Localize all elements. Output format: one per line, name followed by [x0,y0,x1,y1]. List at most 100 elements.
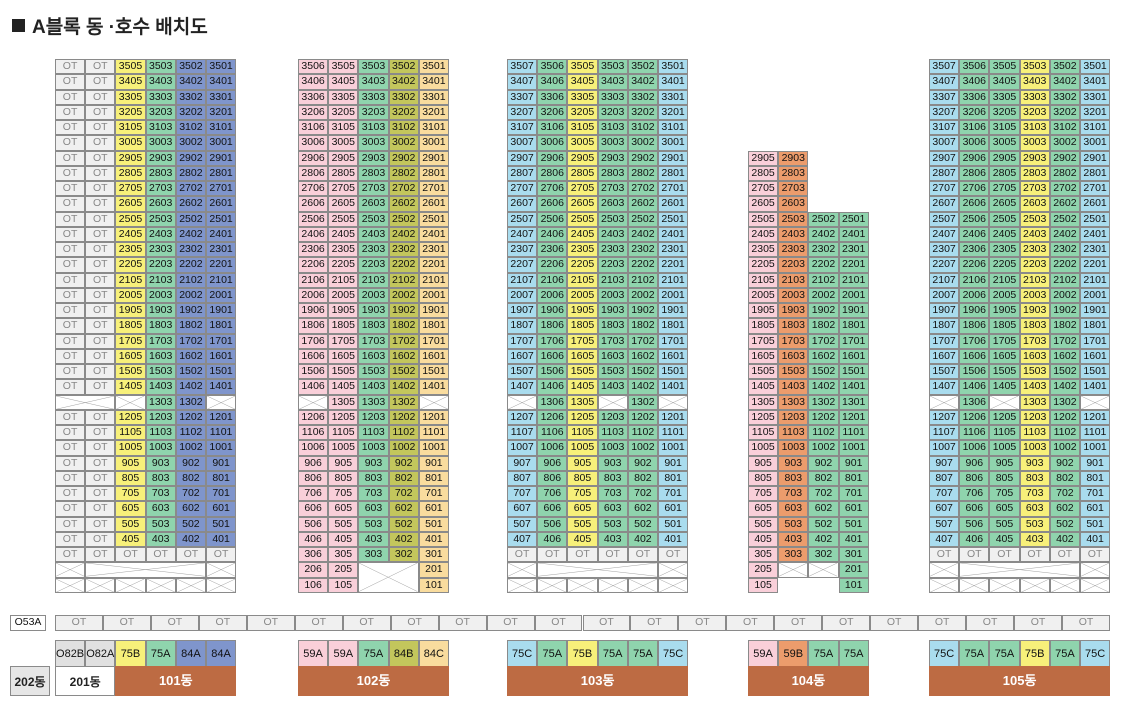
unit-cell[interactable]: 2901 [1080,150,1111,166]
unit-cell[interactable]: 1702 [1049,333,1080,349]
unit-cell[interactable]: 2401 [418,226,449,242]
unit-cell[interactable]: 502 [627,516,658,532]
unit-cell[interactable]: 2901 [206,150,237,166]
ot-unit-cell[interactable]: OT [55,425,86,441]
unit-cell[interactable]: 2906 [959,150,990,166]
unit-cell[interactable]: 1402 [627,379,658,395]
unit-cell[interactable]: 2102 [388,272,419,288]
unit-cell[interactable]: 605 [115,501,146,517]
unit-cell[interactable]: 2703 [358,181,389,197]
unit-cell[interactable]: 2906 [537,150,568,166]
unit-cell[interactable]: 2901 [418,150,449,166]
ot-unit-cell[interactable]: OT [85,486,116,502]
unit-cell[interactable]: 1102 [808,425,839,441]
unit-cell[interactable]: 2605 [328,196,359,212]
unit-cell[interactable]: 402 [808,531,839,547]
unit-cell[interactable]: 1103 [145,425,176,441]
unit-cell[interactable]: 703 [1019,486,1050,502]
unit-cell[interactable]: 2103 [145,272,176,288]
unit-cell[interactable]: 1705 [748,333,779,349]
unit-cell[interactable]: 1505 [567,364,598,380]
unit-cell[interactable]: 3105 [115,120,146,136]
unit-cell[interactable]: 2803 [145,165,176,181]
unit-cell[interactable]: 2703 [778,181,809,197]
unit-cell[interactable]: 1105 [115,425,146,441]
unit-cell[interactable]: 2305 [748,242,779,258]
ot-unit-cell[interactable]: OT [85,59,116,75]
unit-cell[interactable]: 1505 [748,364,779,380]
unit-cell[interactable]: 101 [418,577,449,593]
unit-cell[interactable]: 3302 [627,89,658,105]
ot-officetel-cell[interactable]: OT [918,615,967,631]
unit-cell[interactable]: 1803 [778,318,809,334]
unit-cell[interactable]: 803 [1019,470,1050,486]
ot-unit-cell[interactable]: OT [55,333,86,349]
unit-cell[interactable]: 1502 [627,364,658,380]
ot-unit-cell[interactable]: OT [55,364,86,380]
unit-cell[interactable]: 507 [929,516,960,532]
unit-cell[interactable]: 1602 [1049,348,1080,364]
unit-cell[interactable]: 503 [1019,516,1050,532]
unit-cell[interactable]: 601 [658,501,689,517]
unit-cell[interactable]: 2405 [115,226,146,242]
unit-cell[interactable]: 2301 [1080,242,1111,258]
unit-cell[interactable]: 205 [328,562,359,578]
unit-cell[interactable]: 3002 [388,135,419,151]
unit-cell[interactable]: 505 [567,516,598,532]
unit-cell[interactable]: 1405 [989,379,1020,395]
unit-cell[interactable]: 705 [115,486,146,502]
unit-cell[interactable]: 2405 [328,226,359,242]
unit-cell[interactable]: 205 [748,562,779,578]
unit-cell[interactable]: 3405 [567,74,598,90]
unit-cell[interactable]: 1403 [597,379,628,395]
unit-cell[interactable]: 2605 [748,196,779,212]
unit-cell[interactable]: 601 [418,501,449,517]
unit-cell[interactable]: 302 [388,547,419,563]
unit-cell[interactable]: 2403 [1019,226,1050,242]
unit-cell[interactable]: 305 [748,547,779,563]
unit-cell[interactable]: 1602 [175,348,206,364]
unit-cell[interactable]: 1203 [778,409,809,425]
unit-cell[interactable]: 1501 [838,364,869,380]
unit-cell[interactable]: 1207 [929,409,960,425]
unit-cell[interactable]: 1605 [115,348,146,364]
ot-unit-cell[interactable]: OT [175,547,206,563]
unit-cell[interactable]: 1503 [597,364,628,380]
unit-cell[interactable]: 2903 [145,150,176,166]
unit-cell[interactable]: 606 [298,501,329,517]
unit-cell[interactable]: 1401 [658,379,689,395]
unit-cell[interactable]: 2405 [989,226,1020,242]
unit-cell[interactable]: 2203 [358,257,389,273]
unit-cell[interactable]: 3306 [959,89,990,105]
building-label-201[interactable]: 201동 [55,666,116,696]
unit-cell[interactable]: 2005 [567,287,598,303]
unit-cell[interactable]: 1907 [929,303,960,319]
building-label[interactable]: 104동 [748,666,869,696]
unit-cell[interactable]: 2505 [328,211,359,227]
unit-cell[interactable]: 2305 [989,242,1020,258]
unit-cell[interactable]: 1502 [175,364,206,380]
unit-cell[interactable]: 1302 [1049,394,1080,410]
unit-cell[interactable]: 1901 [1080,303,1111,319]
unit-cell[interactable]: 603 [145,501,176,517]
unit-cell[interactable]: 3502 [1049,59,1080,75]
unit-cell[interactable]: 1702 [175,333,206,349]
unit-cell[interactable]: 3105 [989,120,1020,136]
unit-cell[interactable]: 2706 [959,181,990,197]
unit-cell[interactable]: 3403 [597,74,628,90]
unit-cell[interactable]: 3502 [175,59,206,75]
unit-cell[interactable]: 2702 [175,181,206,197]
unit-cell[interactable]: 2201 [1080,257,1111,273]
unit-cell[interactable]: 405 [989,531,1020,547]
unit-cell[interactable]: 2003 [358,287,389,303]
unit-cell[interactable]: 2207 [507,257,538,273]
unit-cell[interactable]: 1601 [838,348,869,364]
unit-cell[interactable]: 1002 [1049,440,1080,456]
unit-cell[interactable]: 805 [748,470,779,486]
unit-cell[interactable]: 1006 [959,440,990,456]
unit-cell[interactable]: 3106 [959,120,990,136]
unit-cell[interactable]: 1407 [929,379,960,395]
unit-cell[interactable]: 701 [418,486,449,502]
unit-cell[interactable]: 706 [298,486,329,502]
unit-cell[interactable]: 2701 [1080,181,1111,197]
